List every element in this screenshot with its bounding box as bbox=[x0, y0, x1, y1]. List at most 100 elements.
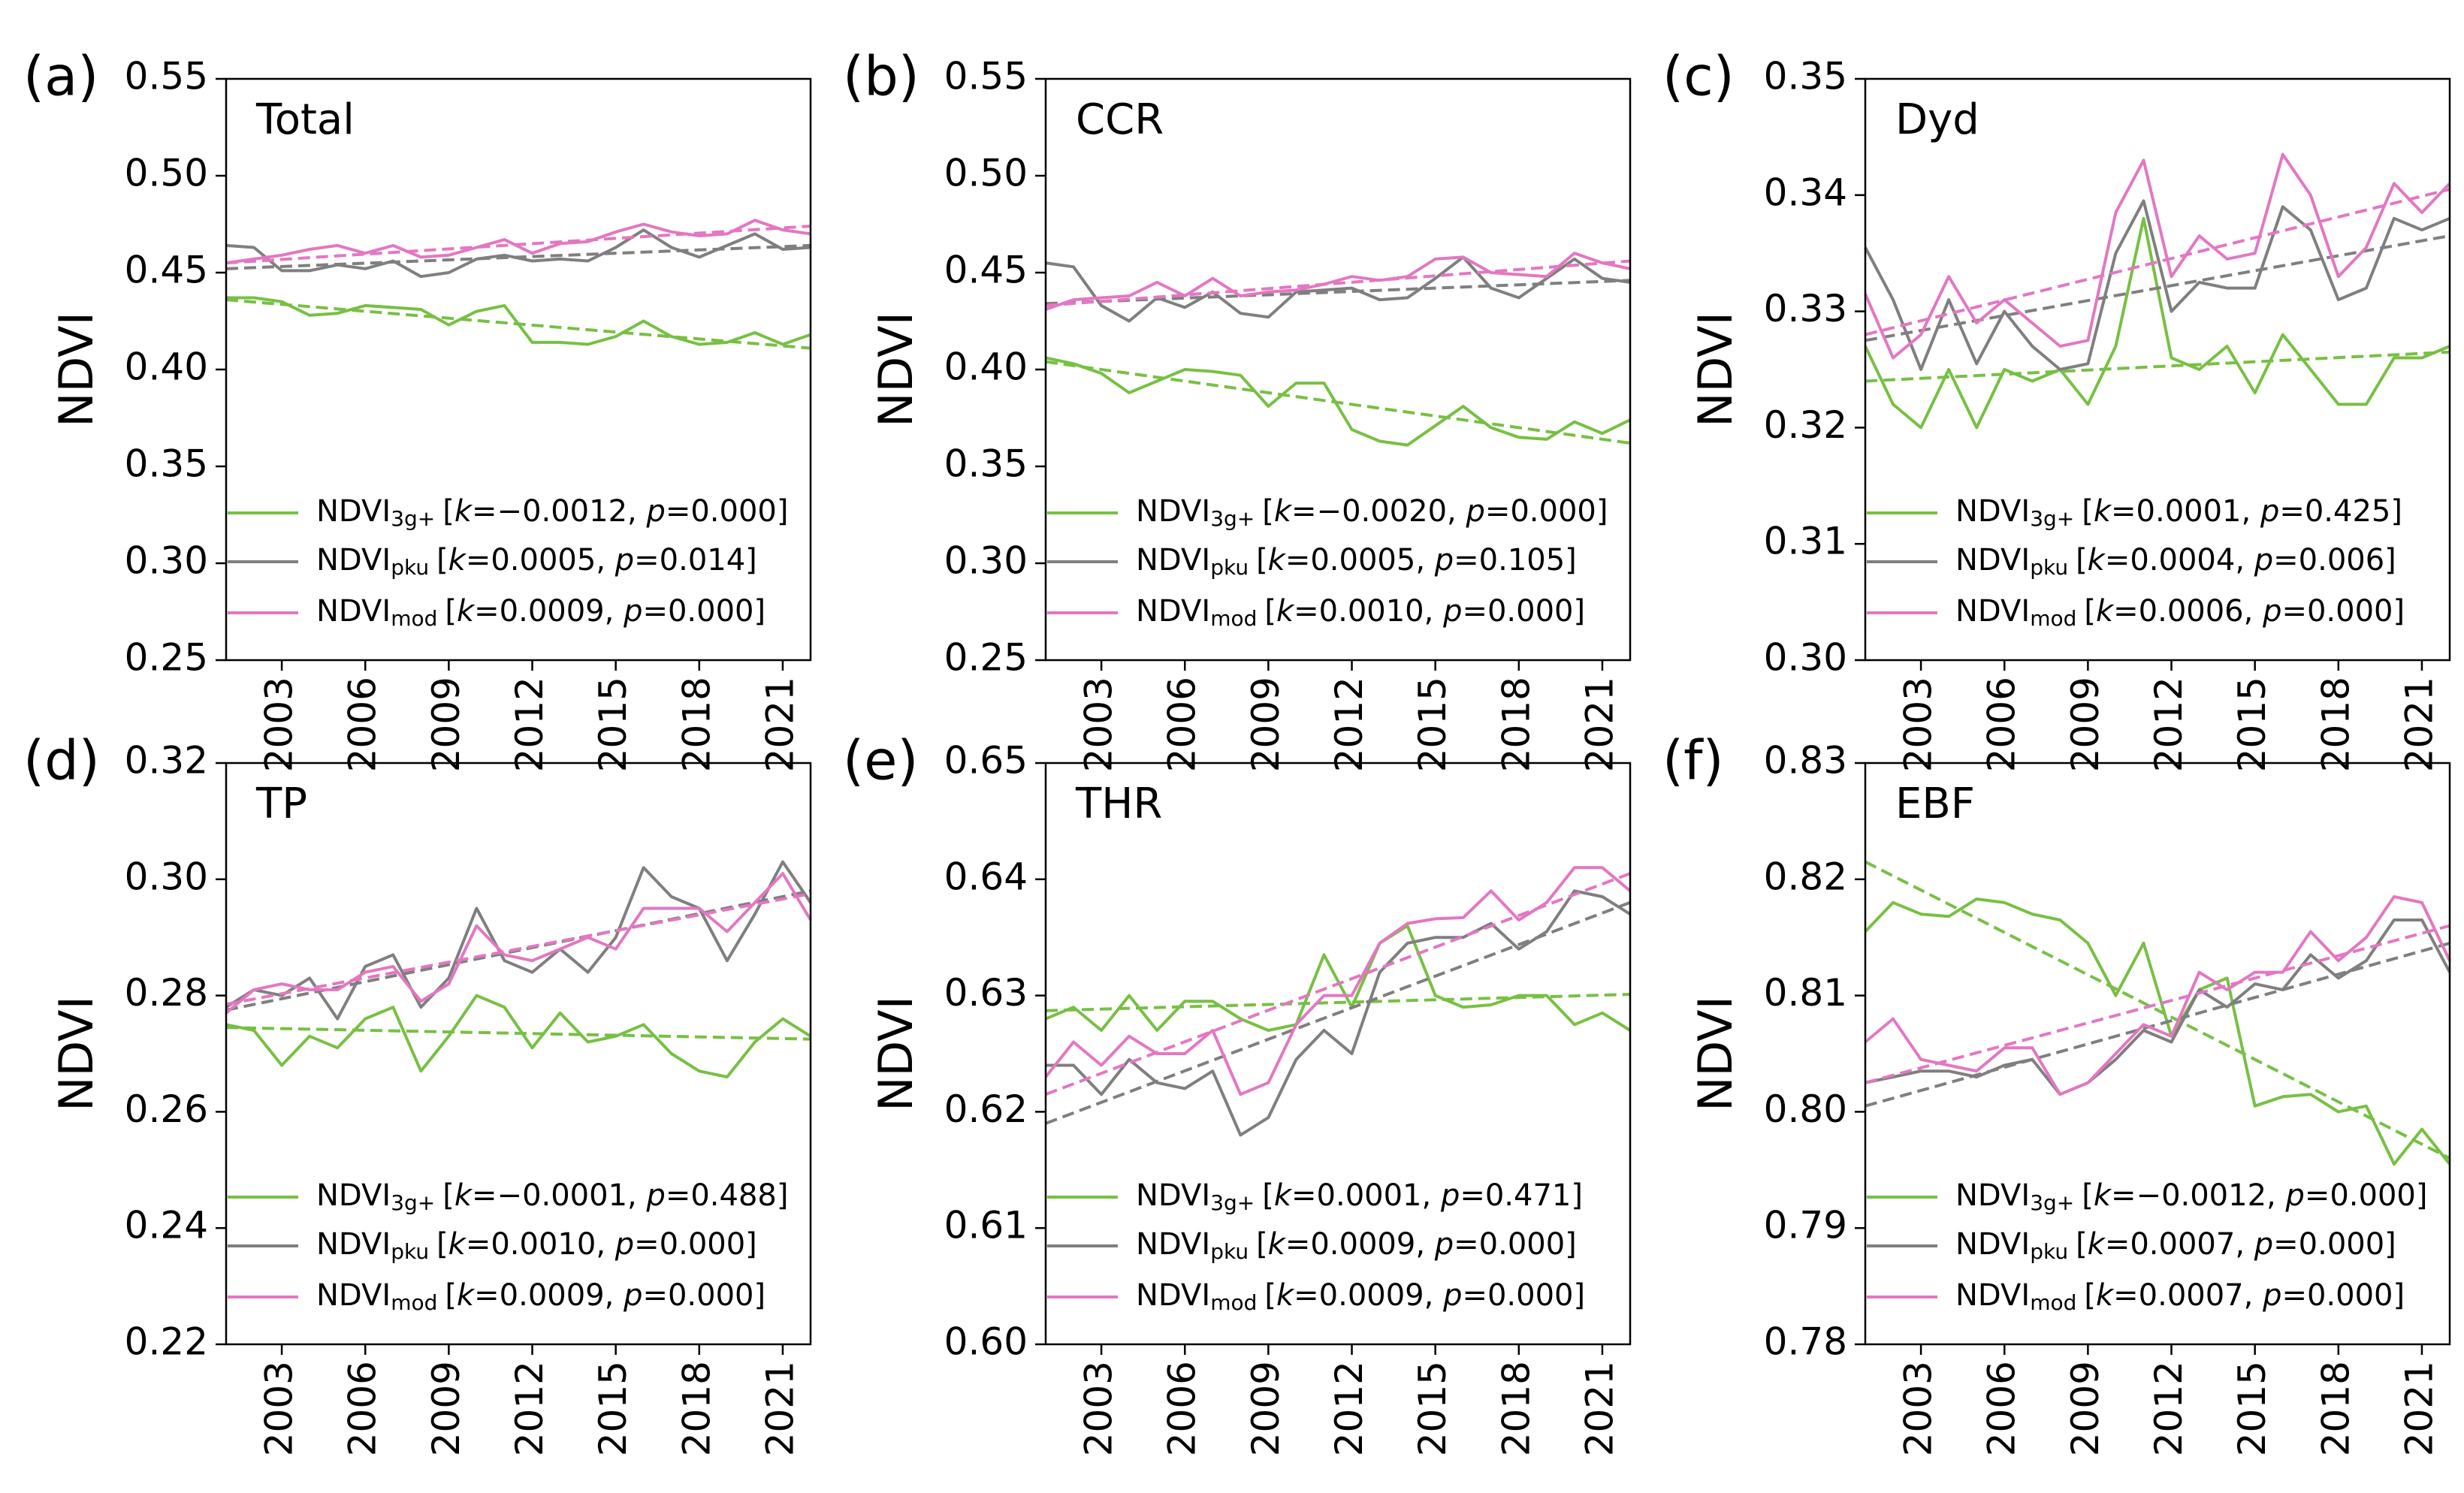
y-tick-label: 0.28 bbox=[125, 971, 208, 1015]
legend-label: NDVImod [k=0.0006, p=0.000] bbox=[1955, 594, 2405, 631]
series-line bbox=[1046, 889, 1632, 1137]
x-tick-label: 2009 bbox=[1244, 677, 1288, 772]
legend-stats: [k=−0.0020, p=0.000] bbox=[1262, 494, 1608, 529]
panel-label: (d) bbox=[23, 729, 100, 792]
legend-stats-part: =0.000] bbox=[1462, 594, 1585, 629]
legend-stats-part: =0.425] bbox=[2279, 494, 2402, 529]
legend-stats-part: p bbox=[1442, 1278, 1462, 1313]
x-tick-label: 2021 bbox=[758, 1361, 802, 1456]
legend-stats-part: p bbox=[2254, 543, 2273, 578]
legend-label: NDVI3g+ [k=−0.0012, p=0.000] bbox=[316, 494, 788, 531]
x-tick-label: 2012 bbox=[508, 1361, 551, 1456]
legend-stats-part: [ bbox=[1262, 1178, 1274, 1213]
y-tick-label: 0.35 bbox=[1764, 55, 1847, 98]
x-tick-label: 2018 bbox=[1494, 1361, 1538, 1456]
legend-subscript: mod bbox=[2030, 606, 2076, 631]
legend-subscript: pku bbox=[391, 555, 429, 580]
legend-subscript: 3g+ bbox=[2030, 1190, 2074, 1215]
x-tick-label: 2003 bbox=[1077, 677, 1121, 772]
legend-stats-part: =0.0001, bbox=[1291, 1178, 1441, 1213]
y-tick-label: 0.80 bbox=[1764, 1087, 1847, 1131]
legend-stats-part: k bbox=[2094, 1178, 2112, 1213]
y-tick-label: 0.55 bbox=[125, 55, 208, 98]
x-tick-label: 2018 bbox=[1494, 677, 1538, 772]
panel: (c) Dyd NDVI 0.30 0.31 0.32 0.33 0.34 0.35 2003 20… bbox=[1662, 45, 2451, 772]
legend-stats-part: =0.0009, bbox=[1285, 1227, 1435, 1262]
series-line bbox=[1045, 924, 1632, 1032]
trend-line bbox=[225, 225, 811, 265]
series-line bbox=[1864, 895, 2451, 1096]
x-tick-label: 2006 bbox=[1980, 677, 2024, 772]
legend-stats: [k=0.0009, p=0.000] bbox=[1256, 1227, 1577, 1262]
legend-stats-part: k bbox=[2088, 1227, 2106, 1262]
legend-stats-part: [ bbox=[1262, 494, 1274, 529]
legend-name: NDVI bbox=[316, 1278, 391, 1313]
legend-label: NDVIpku [k=0.0005, p=0.105] bbox=[1136, 543, 1577, 580]
legend-stats-part: =0.0005, bbox=[466, 543, 615, 578]
y-axis-label: NDVI bbox=[1688, 312, 1743, 427]
x-tick-label: 2021 bbox=[2397, 1361, 2441, 1456]
x-tick-label: 2018 bbox=[675, 1361, 718, 1456]
y-axis-label: NDVI bbox=[868, 996, 923, 1111]
y-tick-label: 0.62 bbox=[944, 1087, 1028, 1131]
legend-label: NDVI3g+ [k=0.0001, p=0.471] bbox=[1136, 1178, 1583, 1215]
x-tick-label: 2009 bbox=[424, 1361, 468, 1456]
panel-label: (c) bbox=[1662, 45, 1735, 108]
legend-stats-part: =0.000] bbox=[1454, 1227, 1577, 1262]
x-tick-label: 2015 bbox=[2230, 677, 2274, 772]
y-tick-label: 0.79 bbox=[1764, 1204, 1847, 1247]
series-line bbox=[225, 860, 812, 1021]
x-tick-label: 2009 bbox=[424, 677, 468, 772]
legend-stats: [k=0.0009, p=0.000] bbox=[1264, 1278, 1585, 1313]
trend-line bbox=[1045, 993, 1631, 1012]
x-tick-label: 2015 bbox=[1411, 677, 1454, 772]
legend-stats-part: p bbox=[2262, 594, 2281, 629]
legend-stats-part: =0.0004, bbox=[2105, 543, 2254, 578]
legend-stats-part: [ bbox=[442, 494, 454, 529]
y-tick-label: 0.40 bbox=[125, 345, 208, 389]
x-tick-label: 2006 bbox=[1980, 1361, 2024, 1456]
legend-stats-part: [ bbox=[445, 1278, 457, 1313]
legend-subscript: 3g+ bbox=[1210, 1190, 1255, 1215]
legend-stats-part: =0.0010, bbox=[466, 1227, 615, 1262]
legend-stats-part: p bbox=[1442, 594, 1462, 629]
legend-stats-part: =−0.0012, bbox=[472, 494, 646, 529]
legend-name: NDVI bbox=[1136, 1278, 1210, 1313]
legend-stats-part: [ bbox=[2084, 594, 2096, 629]
legend-label: NDVImod [k=0.0010, p=0.000] bbox=[1136, 594, 1585, 631]
y-tick-label: 0.81 bbox=[1764, 971, 1847, 1015]
legend-stats: [k=0.0007, p=0.000] bbox=[2076, 1227, 2396, 1262]
legend-stats-part: =0.014] bbox=[634, 543, 757, 578]
y-tick-label: 0.30 bbox=[125, 539, 208, 583]
panel-title: TP bbox=[255, 780, 307, 828]
legend-stats-part: =0.000] bbox=[1462, 1278, 1585, 1313]
legend-stats: [k=−0.0001, p=0.488] bbox=[442, 1178, 788, 1213]
legend-stats: [k=0.0009, p=0.000] bbox=[445, 1278, 765, 1313]
x-tick-label: 2015 bbox=[1411, 1361, 1454, 1456]
y-tick-label: 0.24 bbox=[125, 1204, 208, 1247]
legend-stats: [k=0.0005, p=0.014] bbox=[436, 543, 757, 578]
legend-label: NDVImod [k=0.0007, p=0.000] bbox=[1955, 1278, 2405, 1315]
legend-name: NDVI bbox=[1955, 494, 2030, 529]
legend-stats-part: =0.0009, bbox=[1294, 1278, 1443, 1313]
legend-stats-part: [ bbox=[1256, 1227, 1268, 1262]
y-tick-label: 0.64 bbox=[944, 855, 1028, 898]
plot-frame bbox=[225, 762, 812, 1346]
legend-name: NDVI bbox=[316, 1178, 391, 1213]
legend-label: NDVImod [k=0.0009, p=0.000] bbox=[1136, 1278, 1585, 1315]
legend-label: NDVIpku [k=0.0005, p=0.014] bbox=[316, 543, 757, 580]
legend-label: NDVI3g+ [k=−0.0020, p=0.000] bbox=[1136, 494, 1608, 531]
panel: (a) Total NDVI 0.25 0.30 0.35 0.40 0.45 0.50 0.55… bbox=[23, 45, 812, 772]
legend-subscript: 3g+ bbox=[391, 506, 435, 531]
legend-stats-part: k bbox=[1268, 543, 1287, 578]
legend-stats: [k=0.0009, p=0.000] bbox=[445, 594, 765, 629]
y-axis-label: NDVI bbox=[49, 312, 104, 427]
legend-name: NDVI bbox=[1136, 494, 1210, 529]
legend-subscript: pku bbox=[2030, 1239, 2068, 1264]
trend-line bbox=[1045, 360, 1631, 445]
panel-title: EBF bbox=[1895, 780, 1975, 828]
y-tick-label: 0.34 bbox=[1764, 170, 1847, 214]
panel: (f) EBF NDVI 0.78 0.79 0.80 0.81 0.82 0.83 2003 20… bbox=[1662, 729, 2451, 1456]
series-line bbox=[1865, 918, 2451, 1096]
legend-stats-part: [ bbox=[1264, 1278, 1276, 1313]
